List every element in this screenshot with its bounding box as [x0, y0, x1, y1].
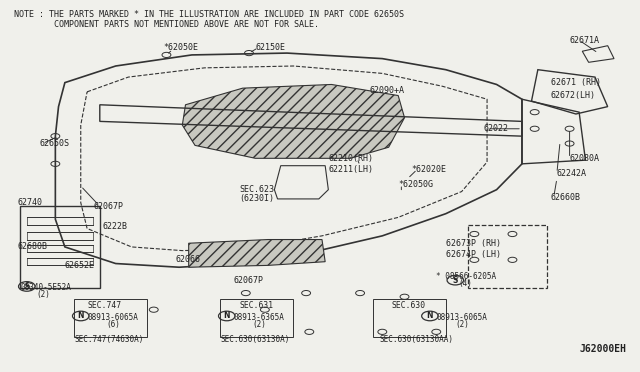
Text: 62674P (LH): 62674P (LH) — [446, 250, 500, 259]
Text: 62652E: 62652E — [65, 261, 95, 270]
Text: J62000EH: J62000EH — [579, 344, 626, 354]
Text: 08913-6065A: 08913-6065A — [436, 312, 487, 321]
Text: * 08566-6205A: * 08566-6205A — [436, 272, 497, 281]
Polygon shape — [182, 84, 404, 158]
Polygon shape — [189, 240, 325, 267]
Text: 62210(RH): 62210(RH) — [328, 154, 373, 163]
Text: N: N — [77, 311, 84, 320]
Text: (2): (2) — [455, 320, 469, 329]
Text: 62022: 62022 — [484, 124, 509, 133]
Text: 62211(LH): 62211(LH) — [328, 165, 373, 174]
Text: 62242A: 62242A — [557, 169, 587, 177]
Text: (2): (2) — [252, 320, 266, 329]
Text: 62740: 62740 — [17, 198, 42, 207]
Text: SEC.631: SEC.631 — [239, 301, 273, 311]
Text: (4): (4) — [458, 279, 472, 288]
Text: 08913-6365A: 08913-6365A — [233, 312, 284, 321]
Text: S: S — [24, 282, 29, 291]
Text: NOTE : THE PARTS MARKED * IN THE ILLUSTRATION ARE INCLUDED IN PART CODE 62650S
 : NOTE : THE PARTS MARKED * IN THE ILLUSTR… — [14, 10, 404, 29]
Text: N: N — [427, 311, 433, 320]
Text: 08913-6065A: 08913-6065A — [87, 312, 138, 321]
Text: 62660B: 62660B — [550, 193, 580, 202]
Text: 62672(LH): 62672(LH) — [550, 91, 596, 100]
Text: SEC.623: SEC.623 — [239, 185, 275, 194]
Text: 62080A: 62080A — [570, 154, 600, 163]
Text: SEC.747: SEC.747 — [87, 301, 121, 311]
Text: 62671A: 62671A — [570, 36, 600, 45]
Text: 62673P (RH): 62673P (RH) — [446, 239, 500, 248]
Text: (2): (2) — [36, 291, 50, 299]
Text: SEC.630: SEC.630 — [392, 301, 426, 311]
Text: *62050G: *62050G — [398, 180, 433, 189]
Text: 62150E: 62150E — [255, 43, 285, 52]
Text: SEC.630(63130AA): SEC.630(63130AA) — [379, 335, 453, 344]
Text: *62050E: *62050E — [163, 43, 198, 52]
Text: 6222B: 6222B — [103, 222, 128, 231]
Text: (6): (6) — [106, 320, 120, 329]
Text: S: S — [452, 276, 458, 285]
Text: 08340-5E52A: 08340-5E52A — [20, 283, 71, 292]
Text: (6230I): (6230I) — [239, 195, 275, 203]
Text: 62090+A: 62090+A — [370, 86, 404, 94]
Text: 62066: 62066 — [176, 255, 201, 264]
Text: 62067P: 62067P — [233, 276, 263, 285]
Text: *62020E: *62020E — [411, 165, 446, 174]
Text: 62067P: 62067P — [93, 202, 124, 211]
Text: SEC.630(63130A): SEC.630(63130A) — [220, 335, 290, 344]
Text: 62671 (RH): 62671 (RH) — [550, 78, 600, 87]
Text: SEC.747(74630A): SEC.747(74630A) — [74, 335, 144, 344]
Text: 62650S: 62650S — [40, 139, 70, 148]
Text: 62680B: 62680B — [17, 243, 47, 251]
Text: N: N — [223, 311, 230, 320]
